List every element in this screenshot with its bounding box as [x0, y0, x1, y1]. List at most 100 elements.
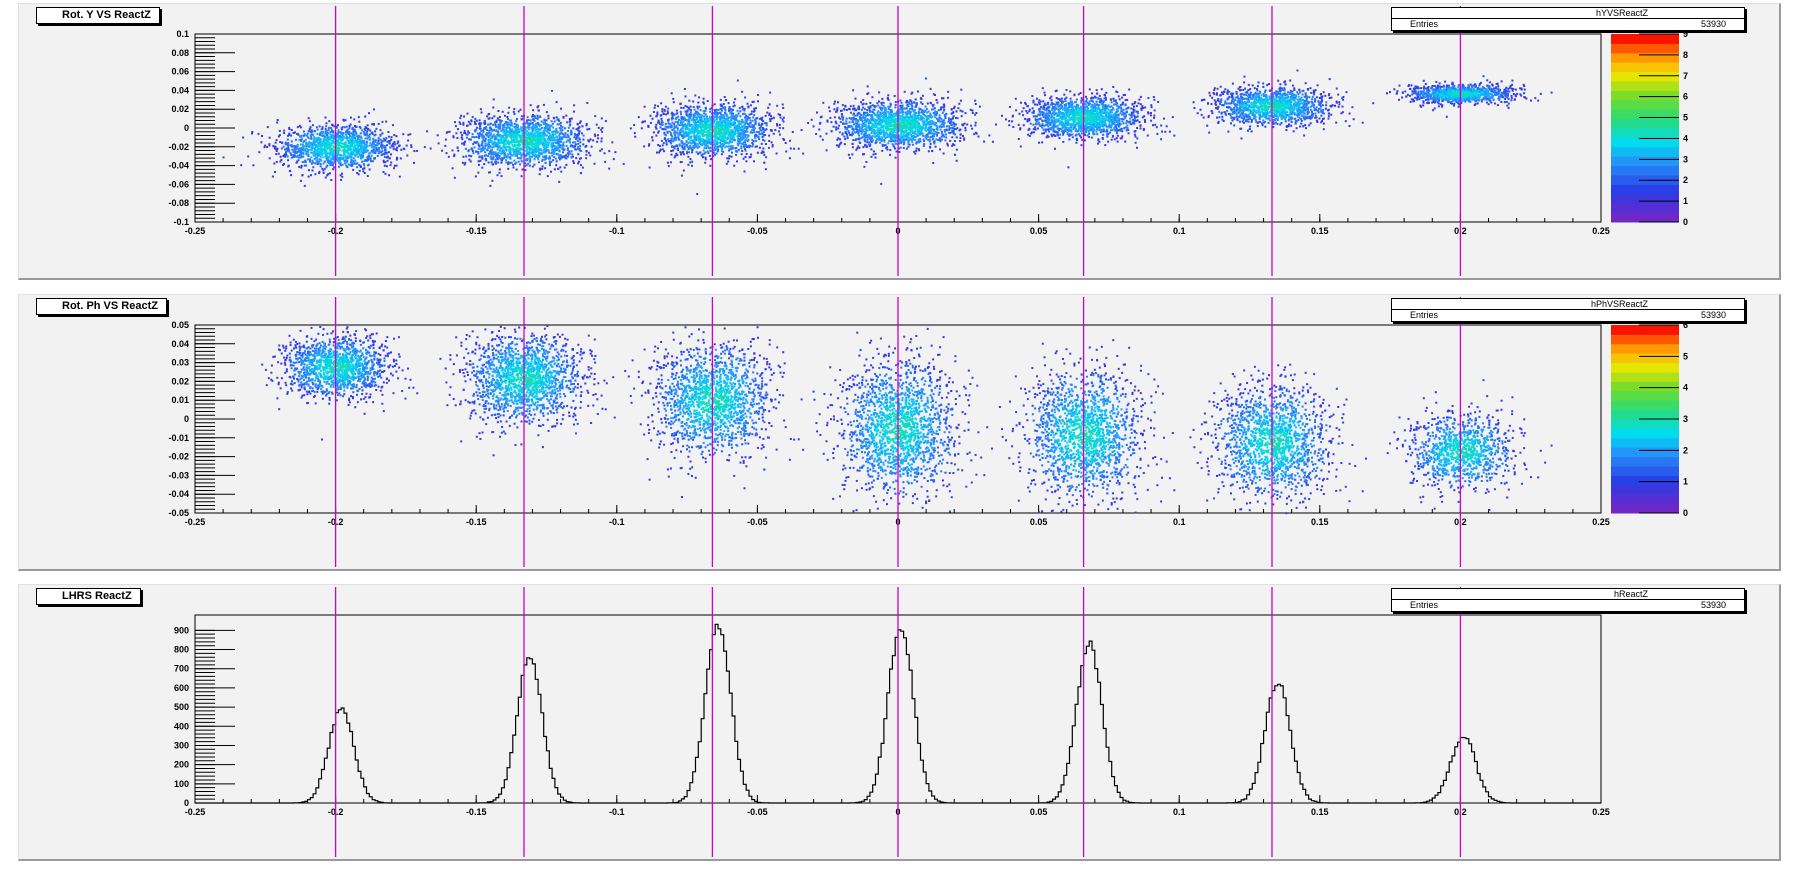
- data-point: [510, 124, 513, 126]
- data-point: [315, 159, 318, 162]
- data-point: [472, 152, 475, 155]
- data-point: [341, 175, 344, 178]
- data-point: [565, 140, 568, 143]
- data-point: [756, 131, 758, 134]
- data-point: [347, 163, 350, 166]
- data-point: [573, 132, 576, 135]
- data-point: [679, 103, 682, 105]
- data-point: [526, 159, 529, 162]
- data-point: [463, 163, 466, 166]
- data-point: [527, 135, 530, 138]
- data-point: [768, 134, 771, 137]
- data-point: [741, 108, 744, 111]
- data-point: [568, 124, 571, 127]
- data-point: [339, 131, 342, 134]
- data-point: [756, 151, 759, 154]
- data-point: [346, 150, 349, 153]
- data-point: [474, 175, 477, 178]
- data-point: [735, 153, 738, 156]
- data-point: [753, 114, 756, 117]
- data-point: [742, 143, 744, 146]
- data-point: [502, 138, 505, 140]
- data-point: [694, 112, 696, 115]
- data-point: [679, 110, 682, 113]
- data-point: [354, 153, 357, 156]
- data-point: [311, 144, 313, 147]
- x-tick-label: -0.05: [747, 226, 768, 236]
- data-point: [290, 129, 293, 131]
- data-point: [719, 118, 722, 121]
- data-point: [524, 162, 527, 165]
- data-point: [575, 157, 578, 160]
- data-point: [532, 118, 535, 121]
- data-point: [513, 122, 516, 125]
- data-point: [533, 133, 536, 136]
- data-point: [319, 163, 322, 165]
- data-point: [588, 127, 591, 130]
- data-point: [542, 121, 545, 124]
- data-point: [353, 144, 356, 147]
- data-point: [371, 132, 374, 135]
- data-point: [295, 155, 298, 158]
- data-point: [511, 143, 514, 146]
- data-point: [517, 160, 520, 163]
- data-point: [480, 133, 483, 136]
- data-point: [295, 138, 297, 141]
- data-point: [333, 125, 336, 128]
- data-point: [470, 155, 473, 158]
- data-point: [727, 102, 730, 105]
- data-point: [576, 136, 578, 139]
- data-point: [578, 132, 580, 135]
- data-point: [494, 129, 497, 132]
- data-point: [475, 128, 478, 131]
- data-point: [596, 140, 599, 143]
- data-point: [513, 150, 516, 153]
- data-point: [305, 144, 308, 147]
- data-point: [332, 149, 335, 152]
- data-point: [533, 157, 536, 160]
- data-point: [693, 115, 696, 118]
- data-point: [545, 157, 548, 160]
- data-point: [555, 129, 558, 132]
- data-point: [336, 154, 339, 156]
- data-point: [360, 149, 363, 152]
- data-point: [532, 151, 535, 154]
- data-point: [481, 147, 484, 150]
- data-point: [367, 163, 370, 166]
- data-point: [544, 133, 547, 135]
- data-point: [349, 135, 351, 137]
- data-point: [754, 136, 757, 139]
- data-point: [550, 170, 552, 173]
- data-point: [487, 145, 490, 148]
- data-point: [487, 154, 489, 157]
- data-point: [467, 120, 470, 123]
- data-point: [505, 128, 508, 131]
- data-point: [681, 145, 684, 147]
- x-tick-label: 0.05: [1030, 226, 1048, 236]
- data-point: [357, 141, 360, 144]
- data-point: [746, 127, 749, 129]
- data-point: [261, 135, 263, 137]
- data-point: [700, 133, 703, 136]
- data-point: [696, 121, 699, 123]
- data-point: [540, 142, 543, 145]
- data-point: [470, 120, 473, 123]
- data-point: [905, 147, 908, 150]
- data-point: [380, 144, 383, 147]
- data-point: [361, 154, 364, 157]
- data-point: [593, 133, 596, 136]
- data-point: [276, 148, 279, 151]
- data-point: [833, 108, 836, 111]
- data-point: [477, 148, 480, 150]
- data-point: [381, 147, 384, 150]
- data-point: [503, 130, 506, 133]
- data-point: [356, 144, 359, 147]
- data-point: [279, 155, 282, 158]
- data-point: [363, 141, 365, 144]
- data-point: [520, 137, 523, 139]
- data-point: [539, 116, 542, 119]
- data-point: [547, 136, 550, 139]
- data-point: [514, 125, 517, 128]
- data-point: [959, 136, 962, 139]
- data-point: [686, 110, 689, 113]
